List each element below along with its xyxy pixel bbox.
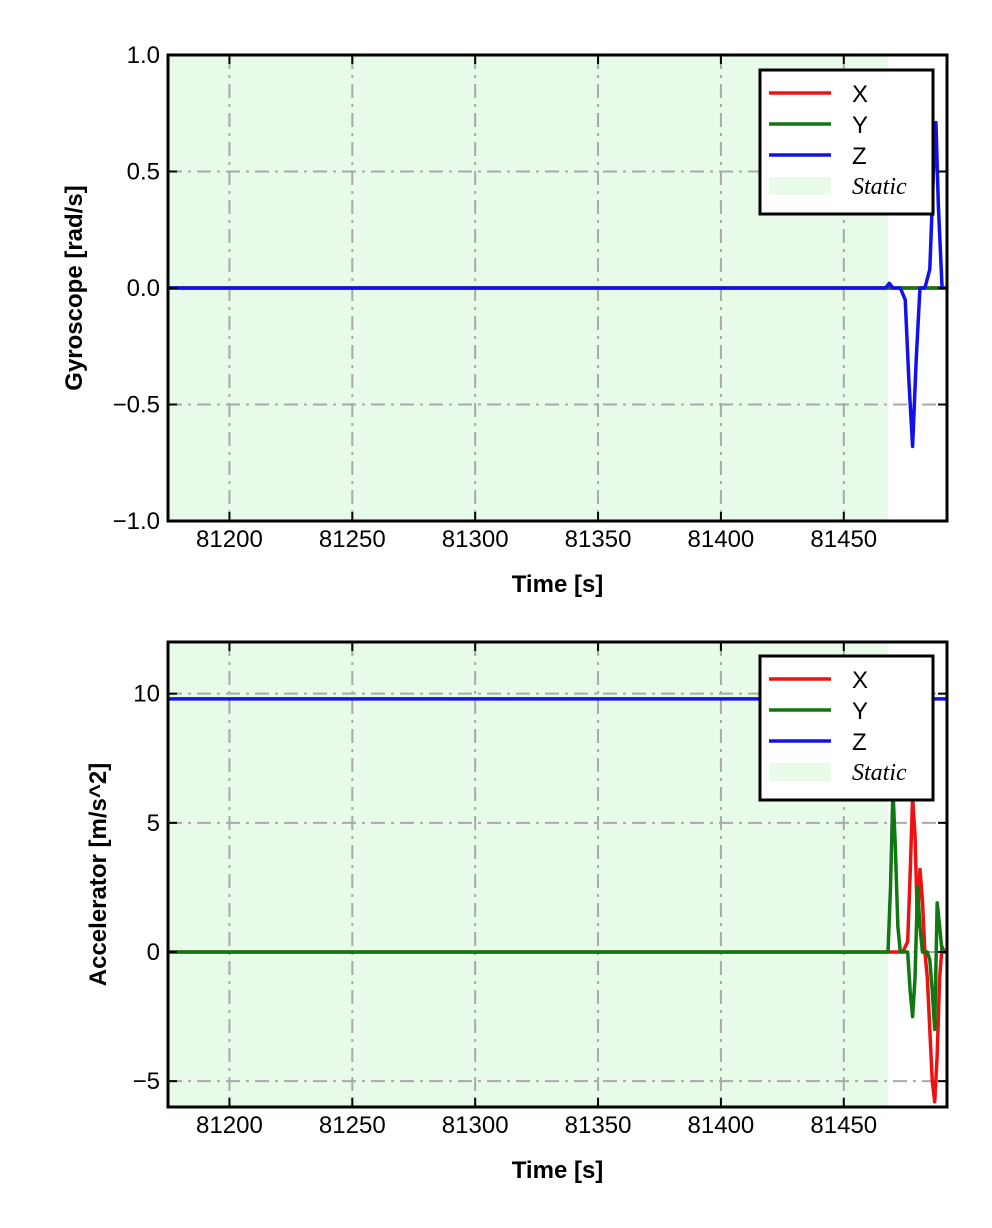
chart-1-legend-label-z: Z (852, 729, 867, 756)
chart-1-x-tick-label: 81200 (196, 1112, 263, 1139)
chart-0-x-tick-label: 81250 (319, 526, 386, 553)
chart-1-x-tick-label: 81300 (442, 1112, 509, 1139)
chart-1-legend: XYZ Static (758, 654, 935, 802)
chart-1-plot-frame (166, 640, 949, 1109)
gyroscope-panel: 81200 81250 81300 81350 81400 81450 −1.0 −0.5 0.… (61, 42, 949, 598)
chart-1-y-tick-label: 0 (147, 939, 160, 966)
chart-0-legend-label-y: Y (852, 112, 868, 139)
chart-1-x-axis-label: Time [s] (512, 1157, 604, 1184)
chart-1-y-tick-label: 5 (147, 810, 160, 837)
chart-1-series-y-line (168, 787, 947, 1032)
chart-0-x-axis-label: Time [s] (512, 571, 604, 598)
chart-0-legend-swatch-static (769, 177, 831, 195)
chart-1-y-tick-label: −5 (133, 1068, 160, 1095)
chart-0-x-tick-label: 81350 (565, 526, 632, 553)
accelerometer-panel: 81200 81250 81300 81350 81400 81450 −5 0 5 10 Time… (85, 640, 949, 1184)
chart-0-x-tick-label: 81200 (196, 526, 263, 553)
chart-1-x-tick-label: 81400 (688, 1112, 755, 1139)
chart-0-legend: XYZ Static (758, 68, 935, 216)
chart-0-series-z-line (168, 120, 947, 449)
chart-1-y-tick-label: 10 (133, 681, 160, 708)
chart-0-y-tick-label: 0.5 (127, 159, 160, 186)
chart-1-y-axis-label: Accelerator [m/s^2] (85, 763, 112, 986)
chart-1-x-tick-label: 81450 (810, 1112, 877, 1139)
chart-0-y-tick-label: −1.0 (113, 508, 160, 535)
chart-0-x-tick-label: 81450 (810, 526, 877, 553)
chart-1-x-tick-label: 81350 (565, 1112, 632, 1139)
chart-1-legend-swatch-static (769, 763, 831, 781)
chart-0-legend-label-z: Z (852, 143, 867, 170)
chart-0-legend-label-x: X (852, 81, 868, 108)
chart-1-legend-label-static: Static (852, 760, 907, 786)
chart-1-x-tick-label: 81250 (319, 1112, 386, 1139)
chart-0-legend-label-static: Static (852, 174, 907, 200)
chart-0-x-tick-label: 81300 (442, 526, 509, 553)
chart-0-x-tick-label: 81400 (688, 526, 755, 553)
chart-1-legend-label-x: X (852, 667, 868, 694)
chart-1-legend-label-y: Y (852, 698, 868, 725)
chart-0-y-axis-label: Gyroscope [rad/s] (61, 185, 88, 390)
chart-0-y-tick-label: −0.5 (113, 392, 160, 419)
chart-0-y-tick-label: 1.0 (127, 42, 160, 69)
chart-0-y-tick-label: 0.0 (127, 275, 160, 302)
